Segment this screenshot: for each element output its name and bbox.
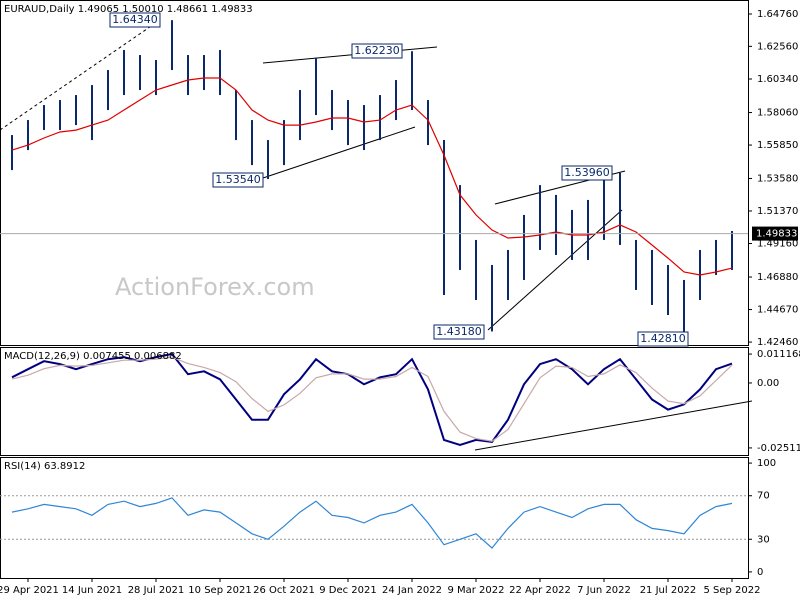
y-tick-label: 1.53580 bbox=[757, 173, 798, 184]
watermark: ActionForex.com bbox=[115, 273, 315, 301]
y-tick-label: 1.60340 bbox=[757, 74, 798, 85]
x-tick-label: 24 Jan 2022 bbox=[382, 585, 442, 596]
last-price-label: 1.49833 bbox=[756, 229, 797, 240]
y-tick-label: 1.49160 bbox=[757, 238, 798, 249]
line-series bbox=[11, 356, 733, 442]
x-tick-label: 28 Jul 2021 bbox=[128, 585, 185, 596]
y-tick-label: 1.58060 bbox=[757, 108, 798, 119]
y-tick-label: 1.46880 bbox=[757, 272, 798, 283]
y-tick-label: 1.64760 bbox=[757, 9, 798, 20]
line-series bbox=[11, 497, 733, 549]
annotation-box bbox=[351, 43, 403, 59]
x-tick-label: 7 Jun 2022 bbox=[577, 585, 631, 596]
y-tick-label: -0.025117 bbox=[757, 443, 800, 454]
x-tick-label: 22 Apr 2022 bbox=[509, 585, 571, 596]
x-tick-label: 29 Apr 2021 bbox=[0, 585, 59, 596]
annotation-box bbox=[561, 165, 613, 181]
trend-line bbox=[0, 19, 161, 131]
x-tick-label: 9 Dec 2021 bbox=[319, 585, 377, 596]
line-series bbox=[11, 352, 733, 447]
x-tick-label: 26 Oct 2021 bbox=[253, 585, 315, 596]
y-tick-label: 100 bbox=[757, 458, 776, 469]
trend-line bbox=[262, 46, 438, 64]
y-tick-label: 0.00 bbox=[757, 378, 779, 389]
y-tick-label: 1.51370 bbox=[757, 206, 798, 217]
chart-title: EURAUD,Daily 1.49065 1.50010 1.48661 1.4… bbox=[4, 4, 253, 15]
panel-frame bbox=[0, 457, 749, 579]
x-tick-label: 5 Sep 2022 bbox=[703, 585, 760, 596]
annotation: 1.64340 bbox=[112, 13, 158, 26]
y-tick-label: 1.62560 bbox=[757, 41, 798, 52]
line-series bbox=[11, 77, 733, 276]
annotation-box bbox=[212, 172, 264, 188]
annotation-box bbox=[637, 331, 689, 347]
last-price-box bbox=[752, 226, 798, 241]
x-tick-label: 10 Sep 2021 bbox=[188, 585, 251, 596]
annotation-box bbox=[109, 12, 161, 28]
annotation: 1.43180 bbox=[436, 325, 482, 338]
annotation: 1.62230 bbox=[354, 44, 400, 57]
y-tick-label: 0.011168 bbox=[757, 349, 800, 360]
y-tick-label: 1.55850 bbox=[757, 140, 798, 151]
trend-line bbox=[487, 209, 623, 331]
annotation: 1.53540 bbox=[215, 173, 261, 186]
y-tick-label: 1.42460 bbox=[757, 337, 798, 348]
y-tick-label: 30 bbox=[757, 534, 770, 545]
annotation-box bbox=[433, 324, 485, 340]
x-tick-label: 9 Mar 2022 bbox=[447, 585, 504, 596]
x-tick-label: 21 Jul 2022 bbox=[640, 585, 697, 596]
rsi-title: RSI(14) 63.8912 bbox=[4, 461, 85, 472]
y-tick-label: 1.44670 bbox=[757, 305, 798, 316]
trend-line bbox=[474, 400, 753, 451]
y-tick-label: 70 bbox=[757, 491, 770, 502]
panel-frame bbox=[0, 347, 749, 456]
macd-title: MACD(12,26,9) 0.007455 0.006882 bbox=[4, 351, 182, 362]
y-tick-label: 0 bbox=[757, 567, 763, 578]
panel-frame bbox=[0, 0, 749, 346]
trend-line bbox=[262, 126, 416, 179]
annotation: 1.53960 bbox=[564, 166, 610, 179]
annotation: 1.42810 bbox=[640, 332, 686, 345]
x-tick-label: 14 Jun 2021 bbox=[62, 585, 122, 596]
